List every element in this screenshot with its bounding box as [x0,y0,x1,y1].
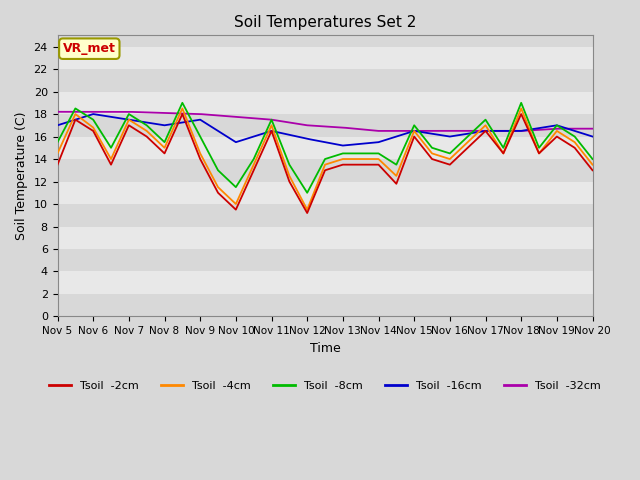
Legend: Tsoil  -2cm, Tsoil  -4cm, Tsoil  -8cm, Tsoil  -16cm, Tsoil  -32cm: Tsoil -2cm, Tsoil -4cm, Tsoil -8cm, Tsoi… [45,376,605,395]
Bar [58,47,593,69]
Bar [58,249,593,272]
Bar [58,204,593,227]
Bar [58,294,593,316]
Bar [58,69,593,92]
X-axis label: Time: Time [310,342,340,355]
Y-axis label: Soil Temperature (C): Soil Temperature (C) [15,112,28,240]
Bar [58,181,593,204]
Text: VR_met: VR_met [63,42,116,55]
Bar [58,272,593,294]
Bar [58,114,593,136]
Bar [58,227,593,249]
Bar [58,159,593,181]
Title: Soil Temperatures Set 2: Soil Temperatures Set 2 [234,15,416,30]
Bar [58,136,593,159]
Bar [58,92,593,114]
